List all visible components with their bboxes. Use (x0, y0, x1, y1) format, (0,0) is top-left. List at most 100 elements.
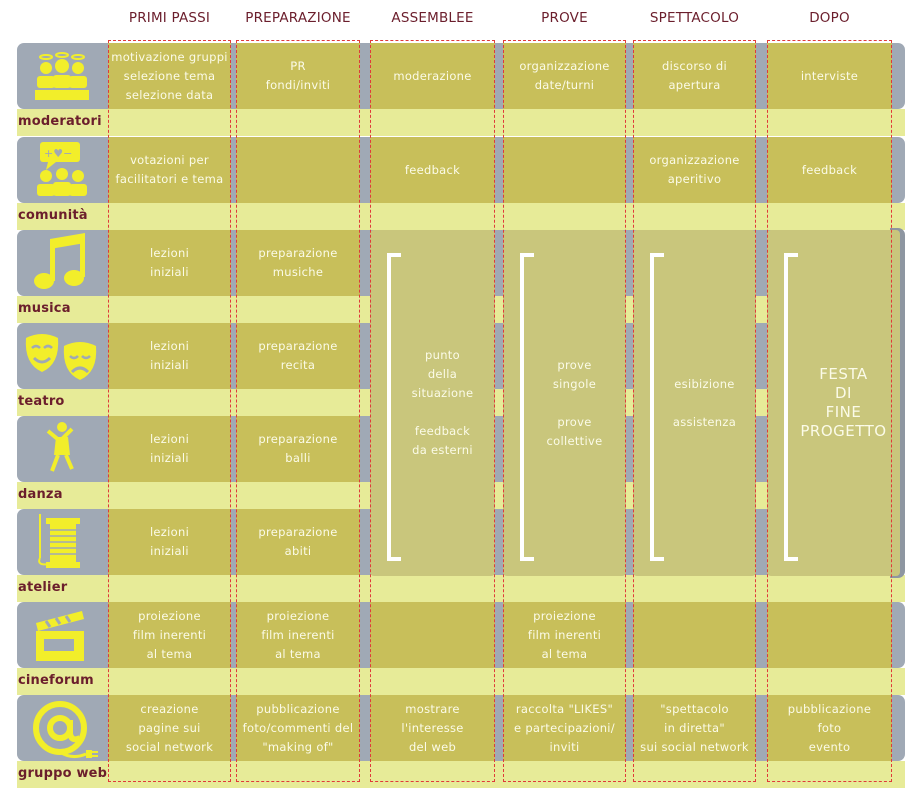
cell-cineforum-3: proiezione film inerenti al tema (503, 602, 626, 668)
svg-text:+♥−: +♥− (44, 147, 72, 160)
cell-danza-0: lezioni iniziali (108, 416, 231, 482)
cell-text: discorso di apertura (661, 59, 728, 92)
cell-text: pubblicazione foto/commenti del "making … (242, 701, 354, 754)
cell-text: feedback (404, 162, 461, 177)
cell-text: prove singole prove collettive (546, 357, 603, 448)
column-header-4: SPETTACOLO (649, 10, 740, 26)
cell-musica-1: preparazione musiche (236, 230, 360, 296)
row-label-cineforum: cineforum (18, 673, 94, 688)
cell-cineforum-5 (767, 602, 892, 668)
community-speech-icon: +♥− (22, 140, 102, 206)
bracket-prove (520, 253, 534, 561)
cell-text: organizzazione date/turni (519, 59, 610, 92)
cell-text: feedback (801, 162, 858, 177)
merged-text-prove: prove singole prove collettive (528, 230, 621, 576)
cell-moderatori-1: PR fondi/inviti (236, 43, 360, 109)
bracket-dopo (784, 253, 798, 561)
cell-gruppo_web-5: pubblicazione foto evento (767, 695, 892, 761)
cell-text: votazioni per facilitatori e tema (115, 153, 224, 186)
cell-text: FESTA DI FINE PROGETTO (800, 365, 887, 440)
cell-cineforum-4 (633, 602, 756, 668)
bracket-spettacolo (650, 253, 664, 561)
cell-text: preparazione abiti (258, 525, 338, 558)
column-header-3: PROVE (541, 10, 588, 26)
cell-text: raccolta "LIKES" e partecipazioni/ invit… (514, 701, 615, 754)
cell-text: proiezione film inerenti al tema (132, 608, 207, 661)
at-sign-plug-icon (22, 698, 102, 764)
cell-moderatori-0: motivazione gruppi selezione tema selezi… (108, 43, 231, 109)
row-label-atelier: atelier (18, 580, 68, 595)
row-label-gruppo_web: gruppo web (18, 766, 108, 781)
cell-text: moderazione (393, 68, 472, 83)
row-gap-moderatori (17, 109, 905, 136)
row-label-moderatori: moderatori (18, 114, 102, 129)
cell-text: esibizione assistenza (672, 376, 737, 429)
cell-text: organizzazione aperitivo (649, 153, 740, 186)
cell-text: proiezione film inerenti al tema (527, 608, 602, 661)
thread-spool-needle-icon (22, 512, 102, 578)
column-header-1: PREPARAZIONE (245, 10, 351, 26)
cell-cineforum-1: proiezione film inerenti al tema (236, 602, 360, 668)
cell-text: mostrare l'interesse del web (401, 701, 464, 754)
cell-moderatori-3: organizzazione date/turni (503, 43, 626, 109)
cell-gruppo_web-4: "spettacolo in diretta" sui social netwo… (633, 695, 756, 761)
cell-musica-0: lezioni iniziali (108, 230, 231, 296)
cell-comunita-2: feedback (370, 137, 495, 203)
merged-text-dopo: FESTA DI FINE PROGETTO (792, 230, 895, 576)
cell-cineforum-0: proiezione film inerenti al tema (108, 602, 231, 668)
cell-text: interviste (800, 68, 859, 83)
cell-comunita-0: votazioni per facilitatori e tema (108, 137, 231, 203)
cell-text: lezioni iniziali (149, 246, 190, 279)
clapperboard-icon (22, 605, 102, 671)
row-label-danza: danza (18, 487, 63, 502)
dancer-icon (22, 419, 102, 485)
cell-text: PR fondi/inviti (265, 59, 331, 92)
row-gap-comunita (17, 203, 905, 230)
cell-moderatori-5: interviste (767, 43, 892, 109)
cell-text: motivazione gruppi selezione tema selezi… (111, 49, 228, 102)
bracket-assemblee (387, 253, 401, 561)
cell-moderatori-4: discorso di apertura (633, 43, 756, 109)
cell-text: preparazione balli (258, 432, 338, 465)
cell-teatro-0: lezioni iniziali (108, 323, 231, 389)
cell-text: "spettacolo in diretta" sui social netwo… (640, 701, 749, 754)
cell-comunita-4: organizzazione aperitivo (633, 137, 756, 203)
moderators-group-icon (22, 46, 102, 112)
row-gap-gruppo_web (17, 761, 905, 788)
cell-text: lezioni iniziali (149, 525, 190, 558)
music-note-icon (22, 233, 102, 299)
cell-comunita-5: feedback (767, 137, 892, 203)
cell-atelier-0: lezioni iniziali (108, 509, 231, 575)
cell-text: preparazione recita (258, 339, 338, 372)
row-label-teatro: teatro (18, 394, 65, 409)
cell-danza-1: preparazione balli (236, 416, 360, 482)
cell-gruppo_web-0: creazione pagine sui social network (108, 695, 231, 761)
row-label-musica: musica (18, 301, 71, 316)
cell-text: creazione pagine sui social network (125, 701, 214, 754)
theatre-masks-icon (22, 326, 102, 392)
cell-text: proiezione film inerenti al tema (261, 608, 335, 661)
cell-comunita-1 (236, 137, 360, 203)
row-gap-cineforum (17, 668, 905, 695)
cell-text: lezioni iniziali (149, 432, 190, 465)
row-gap-atelier (17, 575, 905, 602)
column-header-2: ASSEMBLEE (391, 10, 474, 26)
merged-cell-dopo (767, 230, 900, 576)
cell-text: punto della situazione feedback da ester… (411, 348, 474, 457)
cell-moderatori-2: moderazione (370, 43, 495, 109)
cell-text: lezioni iniziali (149, 339, 190, 372)
cell-gruppo_web-1: pubblicazione foto/commenti del "making … (236, 695, 360, 761)
cell-cineforum-2 (370, 602, 495, 668)
cell-teatro-1: preparazione recita (236, 323, 360, 389)
cell-gruppo_web-2: mostrare l'interesse del web (370, 695, 495, 761)
cell-gruppo_web-3: raccolta "LIKES" e partecipazioni/ invit… (503, 695, 626, 761)
cell-text: pubblicazione foto evento (787, 701, 872, 754)
merged-text-assemblee: punto della situazione feedback da ester… (395, 230, 490, 576)
cell-text: preparazione musiche (258, 246, 338, 279)
column-header-0: PRIMI PASSI (128, 10, 211, 26)
merged-text-spettacolo: esibizione assistenza (658, 230, 751, 576)
row-label-comunita: comunità (18, 208, 88, 223)
cell-atelier-1: preparazione abiti (236, 509, 360, 575)
column-header-5: DOPO (809, 10, 850, 26)
